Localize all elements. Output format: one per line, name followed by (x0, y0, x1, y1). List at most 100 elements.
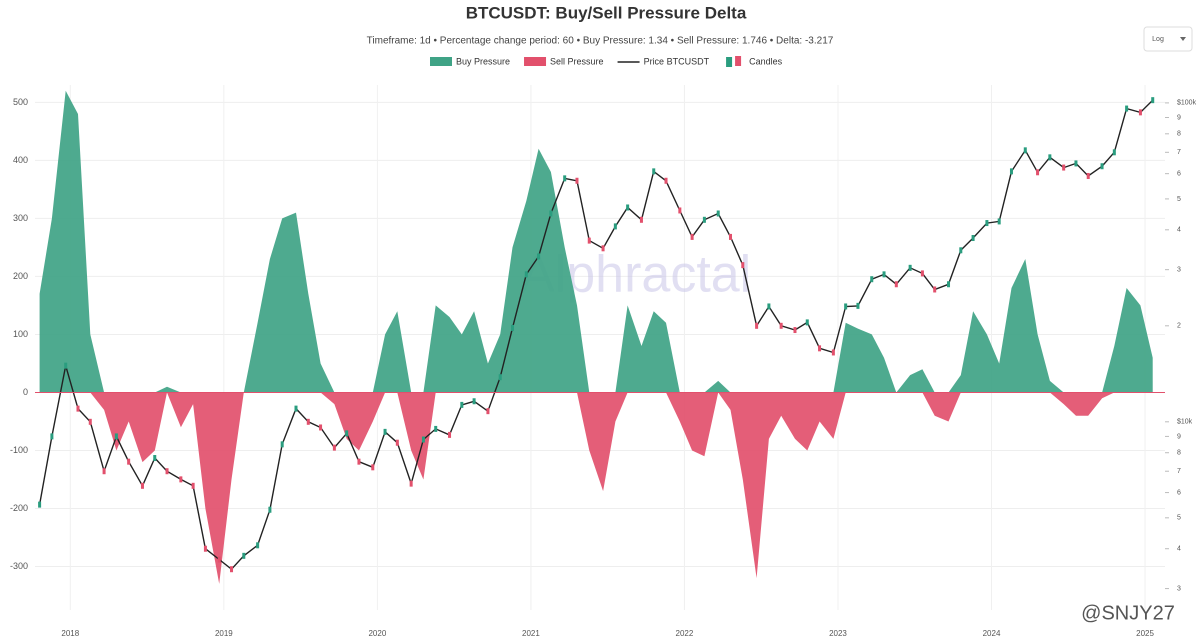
y2-tick-label: 5 (1177, 515, 1181, 522)
candle (510, 324, 514, 331)
chart-subtitle: Timeframe: 1d • Percentage change period… (367, 36, 834, 47)
y-tick-label: 200 (13, 271, 28, 281)
candle (191, 482, 195, 489)
x-tick-label: 2020 (368, 629, 386, 638)
y2-tick-label: 2 (1177, 323, 1181, 330)
candle (486, 408, 490, 415)
legend: Buy Pressure Sell Pressure Price BTCUSDT Ca… (430, 56, 783, 67)
candle (472, 398, 476, 405)
candle (690, 233, 694, 240)
candle (179, 476, 183, 483)
candle (959, 247, 963, 254)
x-tick-label: 2021 (522, 629, 540, 638)
candle (256, 542, 260, 549)
legend-label: Buy Pressure (456, 56, 510, 66)
candle (50, 433, 54, 440)
candle (920, 270, 924, 277)
y-tick-label: -100 (10, 445, 28, 455)
candle (831, 349, 835, 356)
candle (230, 566, 234, 573)
candle (217, 556, 221, 563)
y2-tick-label: 9 (1177, 114, 1181, 121)
candle (779, 322, 783, 329)
legend-swatch (726, 57, 733, 67)
scale-button-box[interactable] (1143, 26, 1193, 52)
candle (76, 405, 80, 412)
candle (498, 374, 502, 381)
candle (856, 302, 860, 309)
candle (844, 303, 848, 310)
y2-tick-label: 3 (1177, 585, 1181, 592)
candle (563, 175, 567, 182)
grid: -300 -200 -100 0 100 200 300 400 500 $100k 9 8 7 6 5 4 3… (10, 85, 1197, 638)
y2-tick-label: 7 (1177, 149, 1181, 156)
y-tick-label: 100 (13, 329, 28, 339)
candle (908, 264, 912, 271)
scale-button-arrow (1180, 37, 1186, 41)
candle (280, 441, 284, 448)
area (39, 90, 1153, 393)
candle (933, 286, 937, 293)
legend-label: Price BTCUSDT (644, 56, 710, 66)
price-line (38, 99, 1154, 571)
candle (88, 418, 92, 425)
y2-tick-label: 6 (1177, 170, 1181, 177)
candle (434, 425, 438, 432)
candle (383, 428, 387, 435)
y2-tick-label: $100k (1177, 100, 1197, 107)
x-tick-label: 2025 (1136, 629, 1154, 638)
candle (319, 424, 323, 431)
candle (1036, 169, 1040, 176)
candle (1086, 172, 1090, 179)
candle (242, 552, 246, 559)
y-tick-label: 300 (13, 213, 28, 223)
candle (524, 271, 528, 278)
candle (1074, 160, 1078, 167)
y2-tick-label: $10k (1177, 419, 1193, 426)
candle (587, 237, 591, 244)
candle (716, 210, 720, 217)
candle (127, 458, 131, 465)
candle (1009, 168, 1013, 175)
y-tick-label: 400 (13, 155, 28, 165)
y2-tick-label: 6 (1177, 489, 1181, 496)
x-tick-label: 2023 (829, 629, 847, 638)
legend-swatch (735, 56, 742, 66)
candle (371, 464, 375, 471)
candle (652, 168, 656, 175)
candle (702, 216, 706, 223)
legend-swatch (430, 57, 452, 66)
candle (38, 501, 42, 508)
y2-tick-label: 3 (1177, 267, 1181, 274)
candle (203, 545, 207, 552)
candle (549, 210, 553, 217)
x-tick-label: 2022 (676, 629, 694, 638)
candle (1138, 109, 1142, 116)
candle (997, 218, 1001, 225)
scale-button-label[interactable]: Log (1152, 36, 1164, 43)
candle (626, 204, 630, 211)
candle (357, 458, 361, 465)
candle (601, 245, 605, 252)
x-tick-label: 2019 (215, 629, 233, 638)
candle (1112, 149, 1116, 156)
candle (1062, 164, 1066, 171)
legend-label: Sell Pressure (550, 56, 604, 66)
area (39, 392, 1153, 584)
candle (613, 223, 617, 230)
candle (678, 207, 682, 214)
y2-tick-label: 9 (1177, 433, 1181, 440)
candle (805, 319, 809, 326)
x-tick-label: 2024 (983, 629, 1001, 638)
candle (818, 345, 822, 352)
candle (729, 233, 733, 240)
candle (460, 401, 464, 408)
candle (114, 433, 118, 440)
candle (755, 322, 759, 329)
candle (409, 480, 413, 487)
y2-tick-label: 7 (1177, 468, 1181, 475)
candle (1048, 154, 1052, 161)
scale-button[interactable]: Log (1143, 26, 1193, 52)
chart-title: BTCUSDT: Buy/Sell Pressure Delta (466, 3, 747, 22)
candle (971, 235, 975, 242)
